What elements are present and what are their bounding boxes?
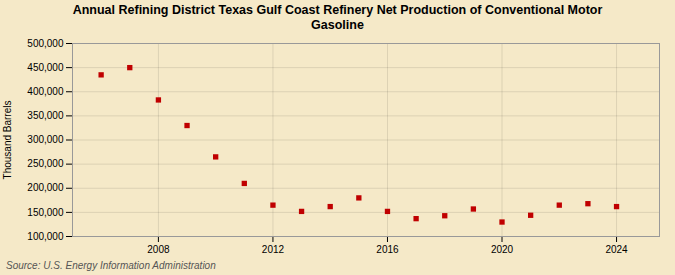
svg-text:2020: 2020	[491, 244, 514, 255]
svg-text:2024: 2024	[605, 244, 628, 255]
svg-text:450,000: 450,000	[27, 62, 64, 73]
svg-text:150,000: 150,000	[27, 207, 64, 218]
svg-text:100,000: 100,000	[27, 231, 64, 242]
html-text:Annual Refining District Texas: Annual Refining District Texas Gulf Coas…	[72, 3, 603, 32]
svg-text:Thousand Barrels: Thousand Barrels	[2, 101, 13, 180]
svg-text:2008: 2008	[147, 244, 170, 255]
svg-text:200,000: 200,000	[27, 182, 64, 193]
html-text:Source: U.S. Energy Informatio: Source: U.S. Energy Information Administ…	[6, 260, 216, 271]
svg-text:500,000: 500,000	[27, 38, 64, 49]
svg-text:2012: 2012	[262, 244, 285, 255]
svg-text:300,000: 300,000	[27, 134, 64, 145]
svg-text:250,000: 250,000	[27, 158, 64, 169]
svg-text:400,000: 400,000	[27, 86, 64, 97]
svg-text:350,000: 350,000	[27, 110, 64, 121]
svg-text:2016: 2016	[376, 244, 399, 255]
